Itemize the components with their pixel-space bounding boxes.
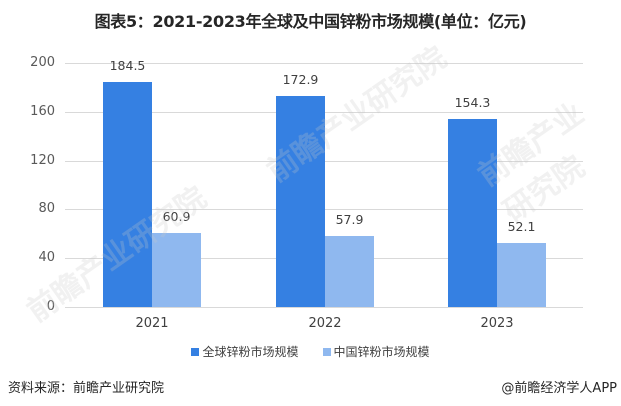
bar-global-2023 [448, 119, 497, 307]
legend-swatch-china [322, 347, 331, 356]
legend-label-global: 全球锌粉市场规模 [202, 345, 299, 359]
y-tick-label: 40 [38, 250, 55, 265]
y-tick-label: 200 [30, 55, 55, 70]
data-label: 184.5 [109, 58, 146, 73]
x-tick-label: 2022 [308, 316, 342, 331]
legend-item-china: 中国锌粉市场规模 [322, 343, 430, 360]
bar-global-2021 [103, 82, 152, 307]
x-tick-label: 2021 [135, 316, 169, 331]
legend-swatch-global [191, 347, 200, 356]
bar-china-2021 [152, 233, 201, 307]
bar-china-2022 [325, 236, 374, 307]
gridline [65, 63, 583, 64]
y-tick-label: 0 [46, 299, 55, 314]
data-label: 57.9 [335, 212, 364, 227]
legend-label-china: 中国锌粉市场规模 [333, 345, 430, 359]
data-label: 52.1 [507, 219, 536, 234]
gridline [65, 307, 583, 308]
y-tick-label: 160 [30, 104, 55, 119]
legend-item-global: 全球锌粉市场规模 [191, 343, 299, 360]
y-tick-label: 120 [30, 153, 55, 168]
chart-legend: 全球锌粉市场规模 中国锌粉市场规模 [0, 343, 621, 360]
chart-title: 图表5：2021-2023年全球及中国锌粉市场规模(单位：亿元) [94, 12, 527, 31]
x-tick-label: 2023 [480, 316, 514, 331]
data-label: 60.9 [162, 209, 191, 224]
bar-china-2023 [497, 243, 546, 307]
data-label: 172.9 [282, 72, 319, 87]
bar-global-2022 [276, 96, 325, 307]
y-tick-label: 80 [38, 201, 55, 216]
data-label: 154.3 [454, 95, 491, 110]
credit-note: @前瞻经济学人APP [501, 381, 617, 396]
source-note: 资料来源：前瞻产业研究院 [8, 381, 165, 396]
